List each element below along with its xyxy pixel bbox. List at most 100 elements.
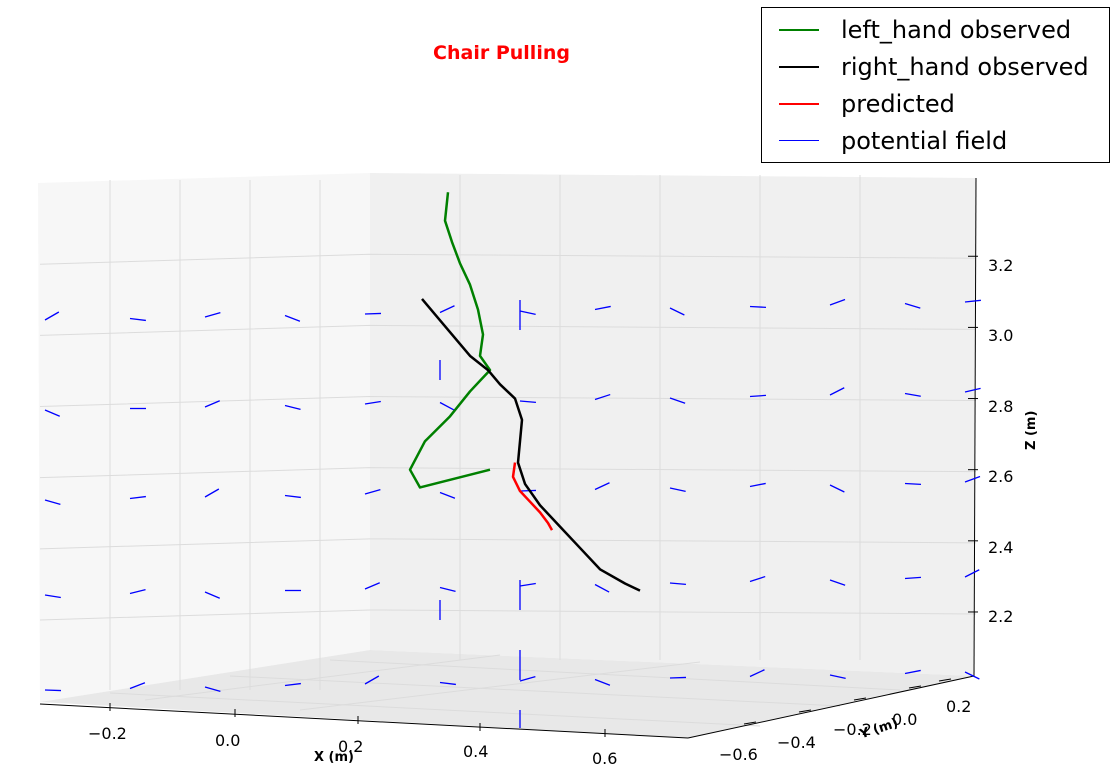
field-arrow [439, 491, 456, 499]
field-arrow [749, 482, 766, 488]
field-arrow [904, 482, 922, 485]
grid-lines [39, 175, 977, 727]
legend-swatch-predicted [779, 103, 819, 105]
z-axis-label: Z (m) [1024, 410, 1039, 450]
field-arrow [364, 582, 380, 590]
potential-field [44, 298, 981, 728]
field-arrow [669, 487, 686, 492]
field-arrow [364, 675, 380, 685]
left-pane [38, 173, 370, 702]
field-arrow [439, 586, 456, 593]
x-tick-label: 0.0 [215, 731, 241, 750]
field-arrow [519, 310, 536, 315]
legend-label-predicted: predicted [841, 90, 955, 118]
field-arrow [519, 489, 537, 492]
z-tick-label: 3.0 [988, 326, 1014, 345]
field-arrow [519, 675, 536, 682]
field-arrow [749, 394, 767, 398]
grid-line [39, 324, 977, 336]
field-arrow [964, 671, 980, 680]
grid-line [39, 253, 977, 265]
field-arrow [904, 392, 921, 397]
field-arrow [204, 591, 220, 599]
grid-line [39, 467, 977, 479]
field-arrow [749, 305, 767, 308]
field-arrow [594, 482, 610, 491]
legend-item-left-hand: left_hand observed [762, 12, 1109, 48]
field-arrow [284, 404, 301, 411]
legend-swatch-right-hand [779, 66, 819, 68]
series-line [421, 298, 641, 592]
legend-label-left-hand: left_hand observed [841, 16, 1072, 44]
field-arrow [129, 495, 146, 500]
field-arrow [44, 311, 60, 321]
y-tick-mark [853, 697, 867, 701]
back-pane [370, 173, 976, 676]
field-arrow [519, 400, 536, 404]
trajectories [408, 192, 641, 592]
field-arrow [439, 681, 456, 686]
field-arrow [364, 488, 381, 495]
field-arrow [284, 494, 301, 499]
field-arrow [669, 397, 686, 404]
field-arrow [44, 409, 60, 417]
floor-pane [40, 650, 974, 738]
field-arrow [829, 674, 846, 679]
x-tick-label: 0.6 [592, 749, 618, 768]
field-arrow [829, 298, 846, 306]
field-arrow [594, 305, 611, 311]
field-arrow [519, 582, 536, 587]
field-arrow [964, 299, 981, 303]
field-arrow [904, 302, 921, 309]
z-tick-label: 2.2 [988, 607, 1014, 626]
y-tick-mark [908, 685, 922, 689]
legend-label-potential-field: potential field [841, 127, 1008, 155]
legend: left_hand observed right_hand observed p… [761, 7, 1110, 163]
field-arrow [284, 682, 301, 687]
grid-line [144, 654, 501, 701]
legend-swatch-left-hand [779, 29, 819, 31]
field-arrow [829, 579, 846, 586]
z-tick-label: 2.4 [988, 538, 1014, 557]
field-arrow [129, 588, 146, 595]
legend-item-right-hand: right_hand observed [762, 49, 1109, 85]
field-arrow [669, 582, 686, 586]
field-arrow [129, 682, 146, 690]
field-arrow [964, 569, 980, 578]
field-arrow [594, 393, 611, 401]
grid-line [39, 609, 977, 621]
field-arrow [439, 401, 455, 411]
field-arrow [44, 594, 61, 599]
x-tick-label: −0.2 [88, 724, 127, 743]
y-tick-label: 0.0 [892, 710, 918, 729]
field-arrow [364, 400, 381, 405]
field-arrow [284, 314, 301, 322]
grid-line [39, 538, 977, 550]
grid-line [109, 692, 761, 727]
field-arrow [669, 676, 687, 679]
field-arrow [364, 312, 382, 315]
field-arrow [439, 305, 455, 314]
field-arrow [204, 686, 221, 693]
grid-line [299, 661, 701, 711]
legend-item-potential-field: potential field [762, 123, 1109, 159]
field-arrow [594, 678, 611, 686]
field-arrow [749, 575, 766, 583]
legend-label-right-hand: right_hand observed [841, 53, 1089, 81]
chart-title: Chair Pulling [433, 42, 570, 64]
field-arrow [44, 689, 62, 692]
series-line [408, 192, 492, 489]
field-arrow [749, 669, 765, 678]
field-arrow [669, 307, 685, 316]
field-arrow [204, 400, 220, 408]
field-arrow [44, 499, 61, 506]
field-arrow [204, 488, 220, 498]
legend-item-predicted: predicted [762, 86, 1109, 122]
y-tick-label: −0.2 [833, 720, 872, 739]
y-tick-label: −0.6 [719, 745, 758, 764]
x-tick-label: 0.2 [338, 737, 364, 756]
y-axis-line [687, 675, 975, 739]
y-tick-mark [743, 721, 757, 725]
field-arrow [829, 484, 845, 493]
